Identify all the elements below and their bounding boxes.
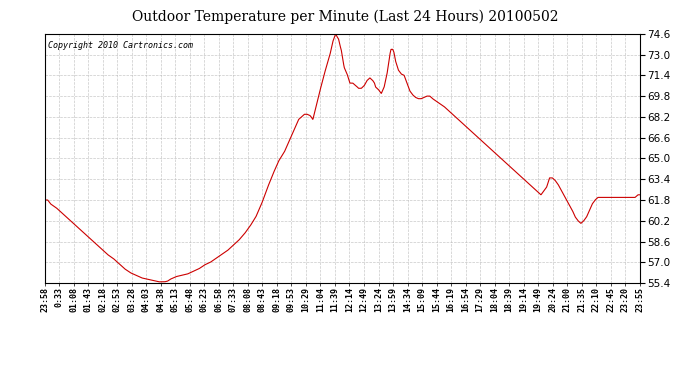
- Text: Copyright 2010 Cartronics.com: Copyright 2010 Cartronics.com: [48, 41, 193, 50]
- Text: Outdoor Temperature per Minute (Last 24 Hours) 20100502: Outdoor Temperature per Minute (Last 24 …: [132, 9, 558, 24]
